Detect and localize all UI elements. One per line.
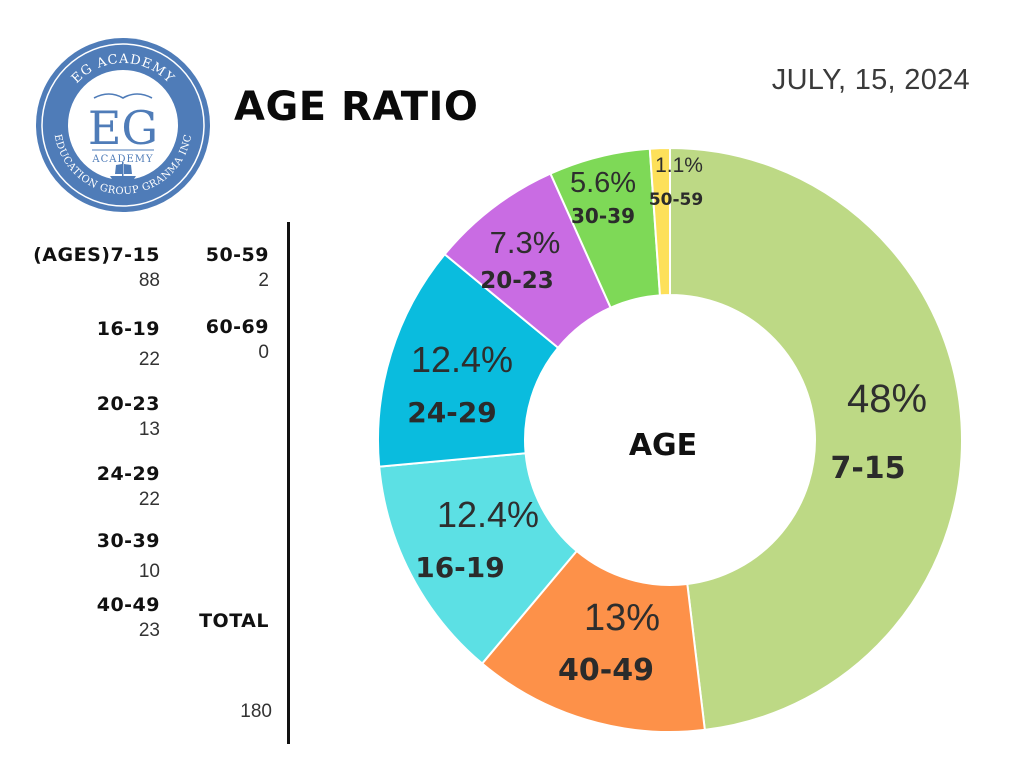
slice-category-label: 16-19 bbox=[415, 551, 505, 584]
table-entry-20-23: 20-23 13 bbox=[97, 393, 160, 441]
table-entry-40-49: 40-49 23 bbox=[97, 594, 160, 642]
date-label: JULY, 15, 2024 bbox=[771, 64, 970, 96]
slice-percent-label: 12.4% bbox=[437, 494, 539, 535]
slice-category-label: 20-23 bbox=[480, 268, 554, 294]
ship-icon bbox=[110, 162, 136, 182]
slice-category-label: 50-59 bbox=[649, 190, 703, 210]
total-value: 180 bbox=[240, 701, 272, 722]
entry-value: 88 bbox=[138, 270, 160, 291]
table-entry-16-19: 16-19 22 bbox=[97, 318, 160, 371]
entry-label: 16-19 bbox=[96, 318, 160, 340]
slice-category-label: 30-39 bbox=[571, 204, 635, 228]
entry-label: 40-49 bbox=[96, 594, 160, 616]
table-entry-7-15: (AGES)7-15 88 bbox=[33, 244, 160, 292]
entry-value: 2 bbox=[258, 270, 269, 291]
entry-label: 30-39 bbox=[96, 530, 160, 552]
donut-slice-16-19 bbox=[378, 452, 579, 665]
slice-percent-label: 5.6% bbox=[570, 167, 636, 199]
slice-percent-label: 12.4% bbox=[411, 339, 513, 380]
table-entry-50-59: 50-59 2 bbox=[206, 244, 269, 292]
slice-percent-label: 13% bbox=[584, 597, 660, 639]
entry-value: 10 bbox=[138, 561, 160, 582]
slice-category-label: 7-15 bbox=[830, 451, 905, 486]
entry-label: 50-59 bbox=[205, 244, 269, 266]
donut-slice-40-49 bbox=[480, 549, 706, 733]
donut-slice-50-59 bbox=[648, 146, 671, 297]
logo-initials: EG bbox=[88, 101, 158, 155]
page-title: AGE RATIO bbox=[234, 84, 479, 130]
entry-value: 22 bbox=[138, 349, 160, 370]
logo-sub: ACADEMY bbox=[91, 154, 153, 165]
donut-center-label: AGE bbox=[628, 428, 698, 463]
table-entry-30-39: 30-39 10 bbox=[97, 530, 160, 583]
table-entry-60-69: 60-69 0 bbox=[206, 316, 269, 364]
table-total: TOTAL bbox=[199, 610, 269, 632]
entry-label: (AGES)7-15 bbox=[33, 244, 160, 266]
donut-slice-7-15 bbox=[669, 146, 963, 732]
table-entry-24-29: 24-29 22 bbox=[97, 463, 160, 511]
slice-category-label: 40-49 bbox=[558, 653, 654, 688]
logo-flourish-icon bbox=[93, 93, 153, 99]
entry-value: 13 bbox=[138, 419, 160, 440]
entry-label: 60-69 bbox=[205, 316, 269, 338]
entry-value: 23 bbox=[138, 620, 160, 641]
entry-value: 22 bbox=[138, 489, 160, 510]
slice-category-label: 24-29 bbox=[407, 396, 497, 429]
table-divider bbox=[287, 222, 290, 744]
slice-percent-label: 48% bbox=[847, 377, 927, 421]
eg-academy-logo: EG ACADEMY EDUCATION GROUP GRANMA INC EG… bbox=[36, 38, 210, 212]
slice-percent-label: 7.3% bbox=[490, 225, 561, 260]
donut-slice-24-29 bbox=[377, 252, 560, 468]
entry-label: 20-23 bbox=[96, 393, 160, 415]
table-total-value: 180 bbox=[240, 697, 272, 723]
entry-label: 24-29 bbox=[96, 463, 160, 485]
slice-percent-label: 1.1% bbox=[655, 154, 703, 177]
total-label: TOTAL bbox=[199, 610, 269, 632]
entry-value: 0 bbox=[258, 342, 269, 363]
